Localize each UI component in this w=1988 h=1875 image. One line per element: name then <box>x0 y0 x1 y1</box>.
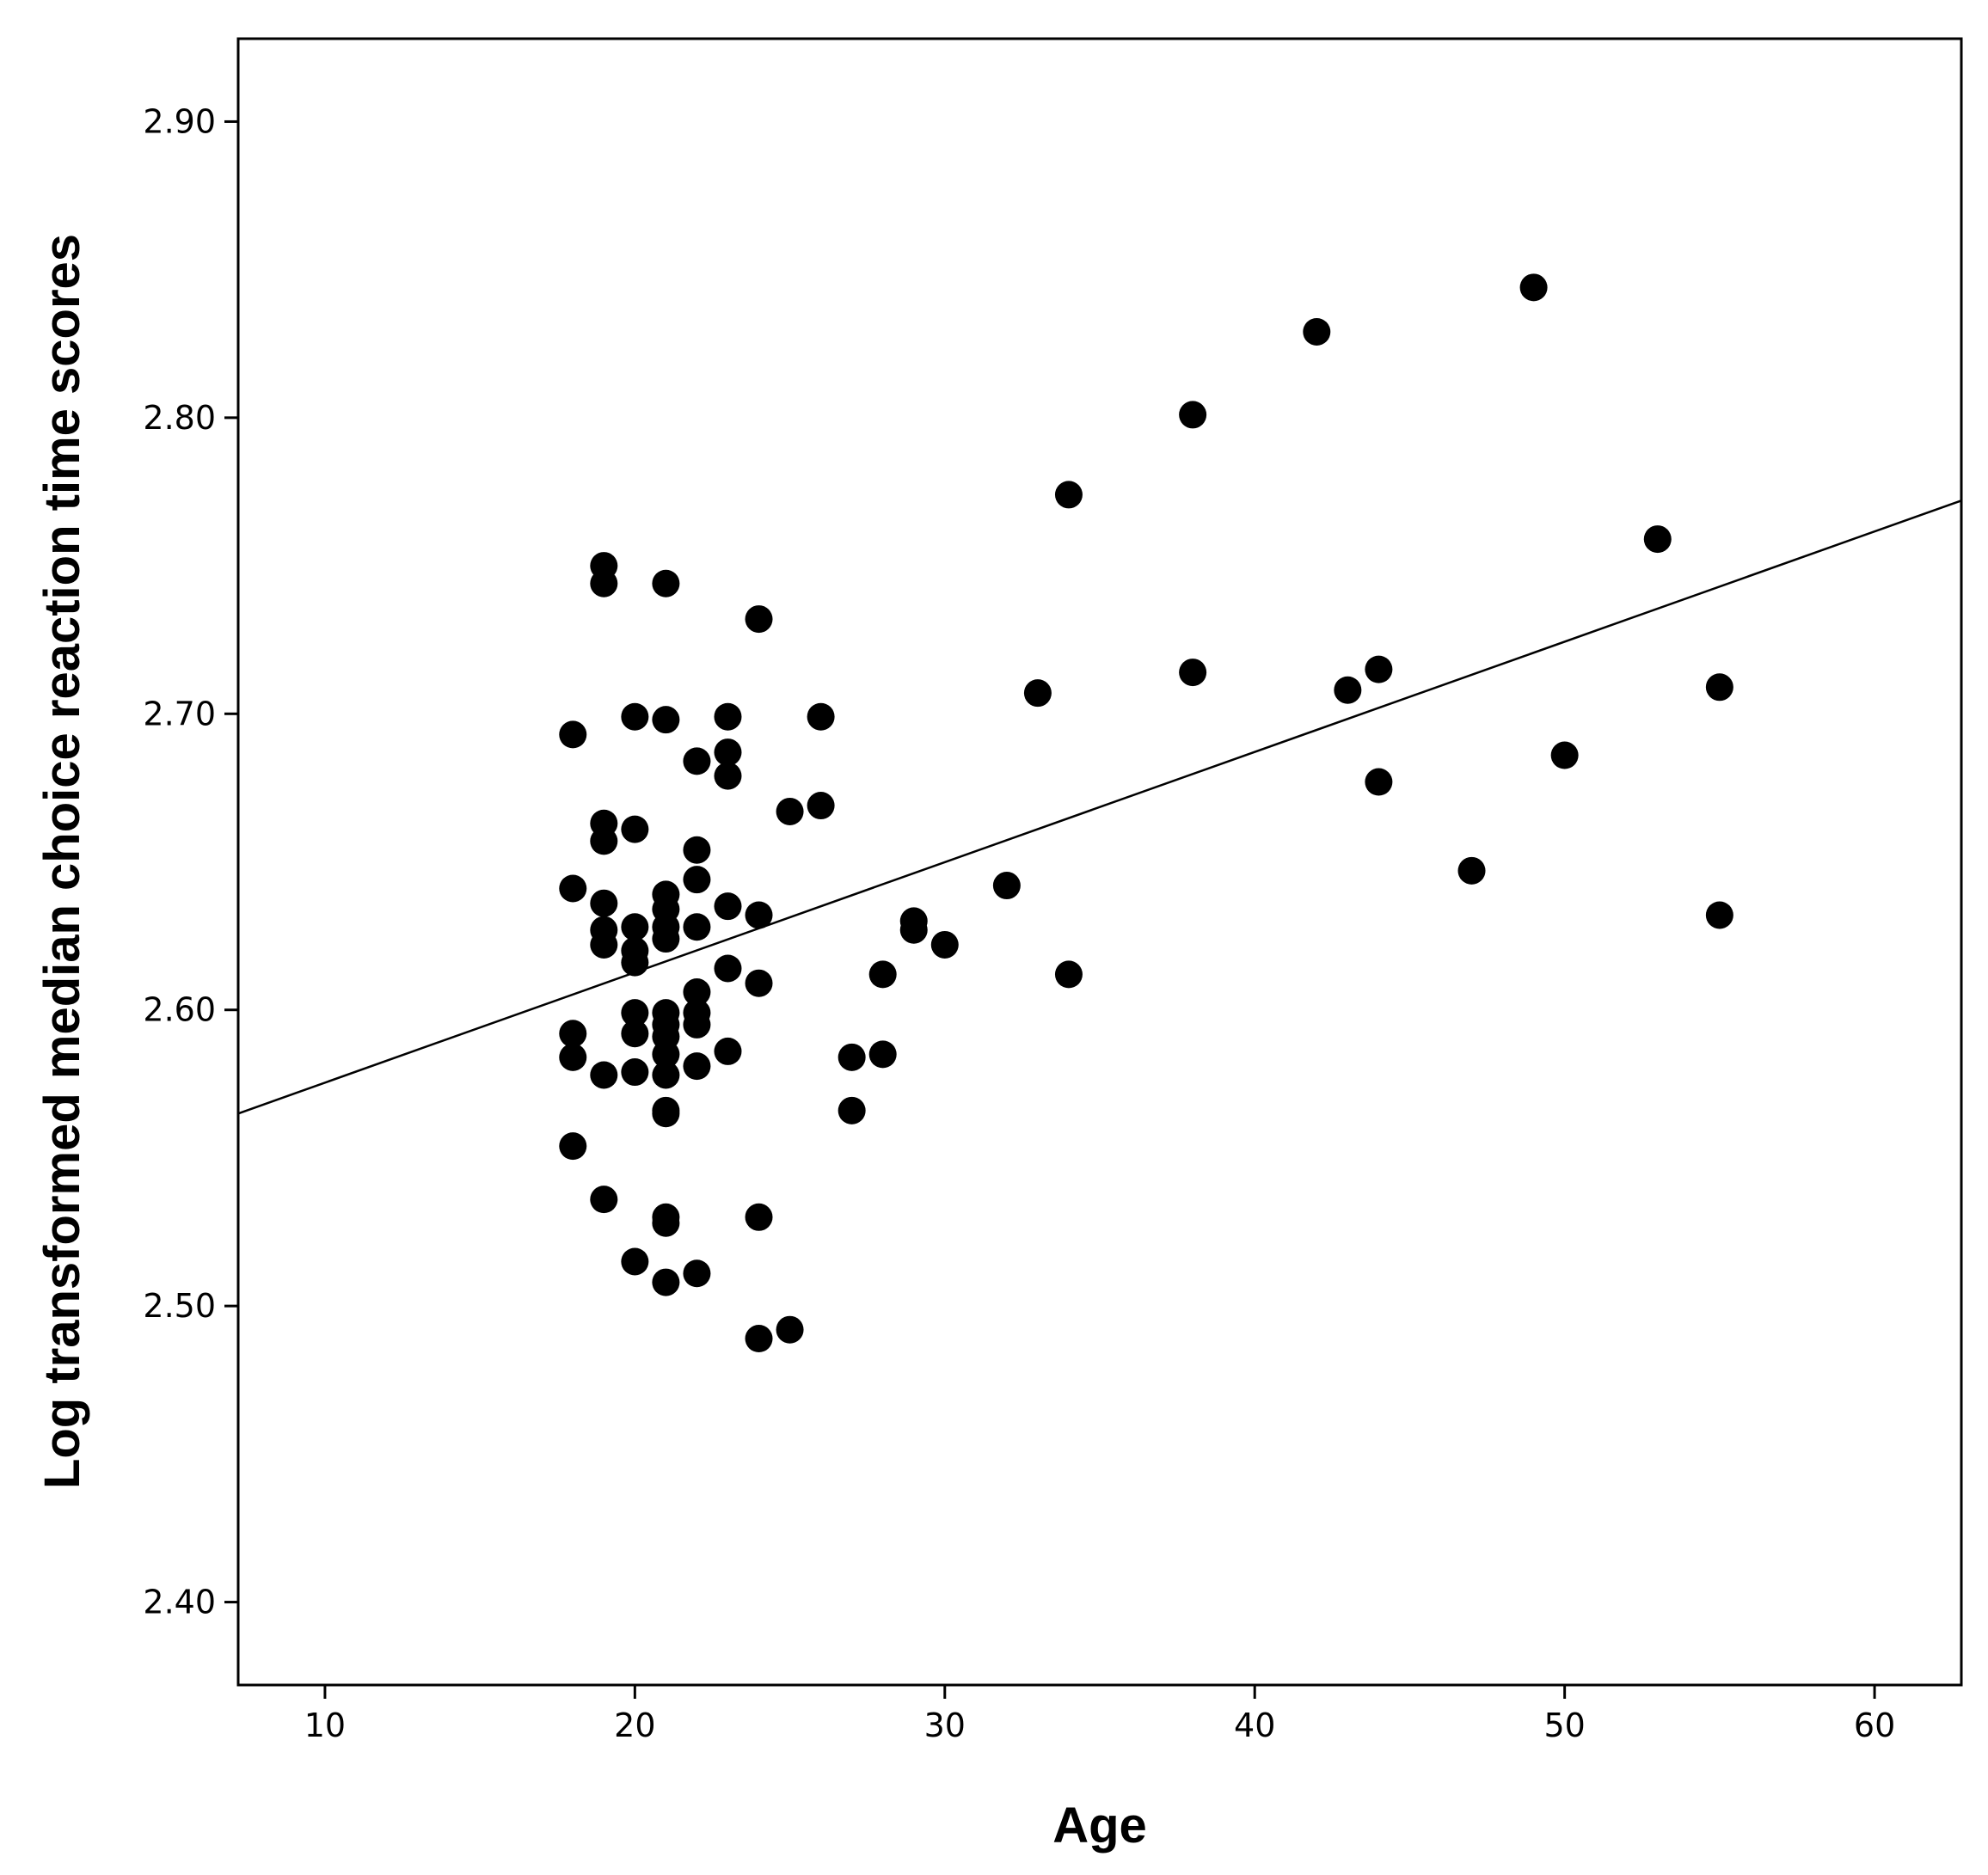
data-point <box>683 747 711 775</box>
data-point <box>590 1186 618 1214</box>
data-point <box>1023 679 1052 708</box>
data-point <box>590 569 618 597</box>
data-point <box>683 1052 711 1081</box>
data-points <box>559 273 1733 1353</box>
data-point <box>683 978 711 1007</box>
x-tick-label: 60 <box>1854 1706 1895 1744</box>
data-point <box>652 706 680 734</box>
y-axis: 2.40 2.50 2.60 2.70 2.80 2.90 <box>143 102 238 1621</box>
data-point <box>745 1325 773 1353</box>
data-point <box>807 792 835 820</box>
data-point <box>590 889 618 917</box>
data-point <box>621 913 649 941</box>
data-point <box>1179 659 1207 687</box>
data-point <box>1705 673 1733 702</box>
data-point <box>621 815 649 843</box>
y-tick-label: 2.80 <box>143 399 216 437</box>
data-point <box>621 702 649 731</box>
data-point <box>652 1040 680 1069</box>
data-point <box>868 960 897 989</box>
data-point <box>1457 856 1486 885</box>
data-point <box>899 916 928 944</box>
data-point <box>559 1020 587 1048</box>
data-point <box>1054 960 1083 989</box>
data-point <box>683 1010 711 1039</box>
data-point <box>745 605 773 634</box>
data-point <box>838 1096 866 1124</box>
data-point <box>1705 901 1733 929</box>
data-point <box>745 969 773 997</box>
y-tick-label: 2.50 <box>143 1287 216 1325</box>
data-point <box>745 1203 773 1231</box>
data-point <box>621 948 649 977</box>
data-point <box>559 1043 587 1071</box>
data-point <box>714 762 742 790</box>
data-point <box>1550 741 1579 769</box>
fit-line <box>237 499 1962 1115</box>
data-point <box>590 1061 618 1089</box>
data-point <box>930 930 959 959</box>
data-point <box>652 1209 680 1237</box>
data-point <box>621 1247 649 1276</box>
data-point <box>652 925 680 953</box>
data-point <box>559 1132 587 1161</box>
x-tick-label: 20 <box>614 1706 655 1744</box>
x-tick-label: 50 <box>1543 1706 1585 1744</box>
plot-area-frame <box>236 37 1963 1687</box>
x-axis: 10 20 30 40 50 60 <box>304 1685 1895 1744</box>
data-point <box>652 1268 680 1296</box>
data-point <box>807 702 835 731</box>
data-point <box>1519 273 1548 302</box>
data-point <box>1643 525 1672 554</box>
x-tick-label: 10 <box>304 1706 346 1744</box>
data-point <box>683 836 711 864</box>
data-point <box>714 892 742 921</box>
data-point <box>652 1100 680 1128</box>
data-point <box>868 1040 897 1069</box>
data-point <box>714 1037 742 1065</box>
y-tick-label: 2.70 <box>143 695 216 732</box>
data-point <box>652 1061 680 1089</box>
data-point <box>1365 768 1393 796</box>
y-tick-label: 2.60 <box>143 991 216 1029</box>
data-point <box>776 1315 804 1344</box>
data-point <box>683 866 711 894</box>
x-axis-title: Age <box>1052 1798 1147 1854</box>
data-point <box>559 720 587 749</box>
x-tick-label: 40 <box>1234 1706 1275 1744</box>
data-point <box>714 954 742 983</box>
y-tick-label: 2.90 <box>143 102 216 140</box>
y-axis-title: Log transformed median choice reaction t… <box>34 234 90 1489</box>
data-point <box>590 827 618 855</box>
data-point <box>714 738 742 767</box>
data-point <box>776 797 804 825</box>
data-point <box>683 913 711 941</box>
data-point <box>714 702 742 731</box>
y-tick-label: 2.40 <box>143 1584 216 1621</box>
data-point <box>992 872 1021 900</box>
data-point <box>559 874 587 903</box>
data-point <box>621 1058 649 1087</box>
x-tick-label: 30 <box>924 1706 966 1744</box>
data-point <box>652 569 680 597</box>
data-point <box>1334 676 1362 704</box>
data-point <box>1054 481 1083 509</box>
data-point <box>745 901 773 929</box>
data-point <box>1179 401 1207 429</box>
data-point <box>621 1020 649 1048</box>
data-point <box>590 930 618 959</box>
data-point <box>1303 317 1331 346</box>
data-point <box>1365 655 1393 683</box>
data-point <box>683 1259 711 1288</box>
data-point <box>621 999 649 1027</box>
data-point <box>838 1043 866 1071</box>
